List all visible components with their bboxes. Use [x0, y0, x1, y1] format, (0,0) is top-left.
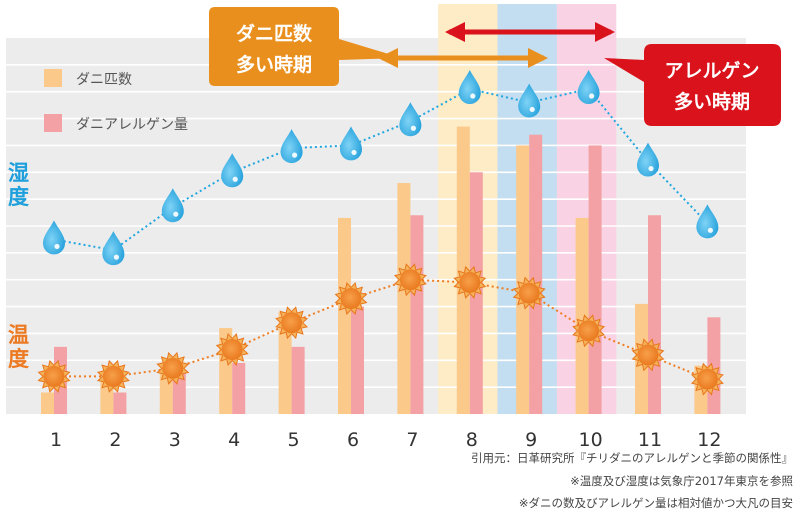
bar-allergen-7	[410, 215, 424, 414]
bar-allergen-9	[529, 134, 543, 414]
temperature-point-4	[215, 333, 249, 367]
legend-label-mites: ダニ匹数	[76, 72, 132, 88]
bar-mites-8	[456, 126, 470, 414]
humidity-point-7	[399, 102, 422, 137]
legend-swatch-allergen	[44, 114, 62, 132]
bar-allergen-6	[351, 306, 364, 414]
x-tick-3: 3	[169, 429, 181, 451]
temperature-point-6	[334, 282, 368, 315]
bar-mites-6	[338, 217, 351, 414]
bar-mites-1	[41, 392, 54, 414]
x-tick-labels: 1 2 3 4 5 6 7 8 9 10 11 12	[50, 429, 722, 451]
x-tick-10: 10	[579, 429, 603, 451]
humidity-point-1	[43, 220, 65, 255]
bar-allergen-5	[291, 346, 305, 414]
temperature-point-3	[156, 351, 190, 385]
x-tick-11: 11	[638, 429, 662, 451]
legend: ダニ匹数 ダニアレルゲン量	[44, 69, 188, 133]
x-tick-1: 1	[50, 429, 62, 451]
bar-mites-10	[575, 217, 589, 414]
humidity-point-10	[577, 70, 600, 105]
temperature-point-10	[572, 314, 606, 348]
temperature-point-7	[393, 263, 427, 297]
temperature-point-11	[631, 338, 665, 372]
humidity-point-3	[161, 188, 184, 223]
humidity-point-4	[221, 153, 244, 188]
humidity-point-9	[518, 83, 541, 118]
x-tick-7: 7	[406, 429, 418, 451]
bar-allergen-8	[469, 172, 483, 414]
mite-peak-line-2: 多い時期	[236, 53, 312, 76]
bar-allergen-11	[648, 215, 661, 414]
allergen-peak-line-2: 多い時期	[674, 90, 750, 113]
footnote-weather: ※温度及び湿度は気象庁2017年東京を参照	[570, 474, 793, 488]
humidity-point-2	[102, 231, 125, 266]
footnote-relative: ※ダニの数及びアレルゲン量は相対値かつ大凡の目安	[519, 496, 793, 510]
legend-label-allergen: ダニアレルゲン量	[76, 117, 188, 133]
gridlines	[6, 64, 746, 388]
bar-allergen-3	[172, 373, 186, 414]
bar-allergen-10	[588, 145, 602, 414]
temperature-point-5	[275, 306, 309, 340]
footnote-source: 引用元：日革研究所『チリダニのアレルゲンと季節の関係性』	[471, 451, 793, 465]
mite-peak-callout: ダニ匹数 多い時期	[209, 7, 402, 86]
temperature-point-1	[37, 359, 71, 393]
bar-mites-7	[397, 183, 411, 414]
x-tick-2: 2	[109, 429, 121, 451]
temperature-point-9	[512, 276, 546, 310]
x-tick-8: 8	[466, 429, 478, 451]
allergen-peak-callout: アレルゲン 多い時期	[604, 44, 781, 126]
temperature-point-8	[453, 265, 487, 299]
temperature-axis-label: 温度	[8, 323, 29, 371]
x-tick-6: 6	[347, 429, 359, 451]
humidity-point-6	[340, 126, 362, 161]
series-markers	[37, 70, 724, 396]
bar-allergen-4	[232, 362, 246, 414]
humidity-point-5	[280, 129, 303, 164]
mite-peak-line-1: ダニ匹数	[236, 22, 313, 45]
x-tick-12: 12	[697, 429, 721, 451]
x-tick-4: 4	[228, 429, 240, 451]
temperature-point-12	[690, 362, 724, 396]
legend-swatch-mites	[44, 69, 62, 87]
humidity-point-12	[696, 204, 719, 239]
humidity-point-11	[637, 142, 659, 177]
allergen-peak-line-1: アレルゲン	[664, 60, 759, 82]
x-tick-5: 5	[288, 429, 300, 451]
x-tick-9: 9	[525, 429, 537, 451]
bar-allergen-2	[113, 392, 127, 414]
humidity-point-8	[458, 70, 481, 105]
humidity-axis-label: 湿度	[8, 161, 29, 209]
temperature-point-2	[96, 359, 130, 393]
bar-mites-9	[516, 145, 530, 414]
